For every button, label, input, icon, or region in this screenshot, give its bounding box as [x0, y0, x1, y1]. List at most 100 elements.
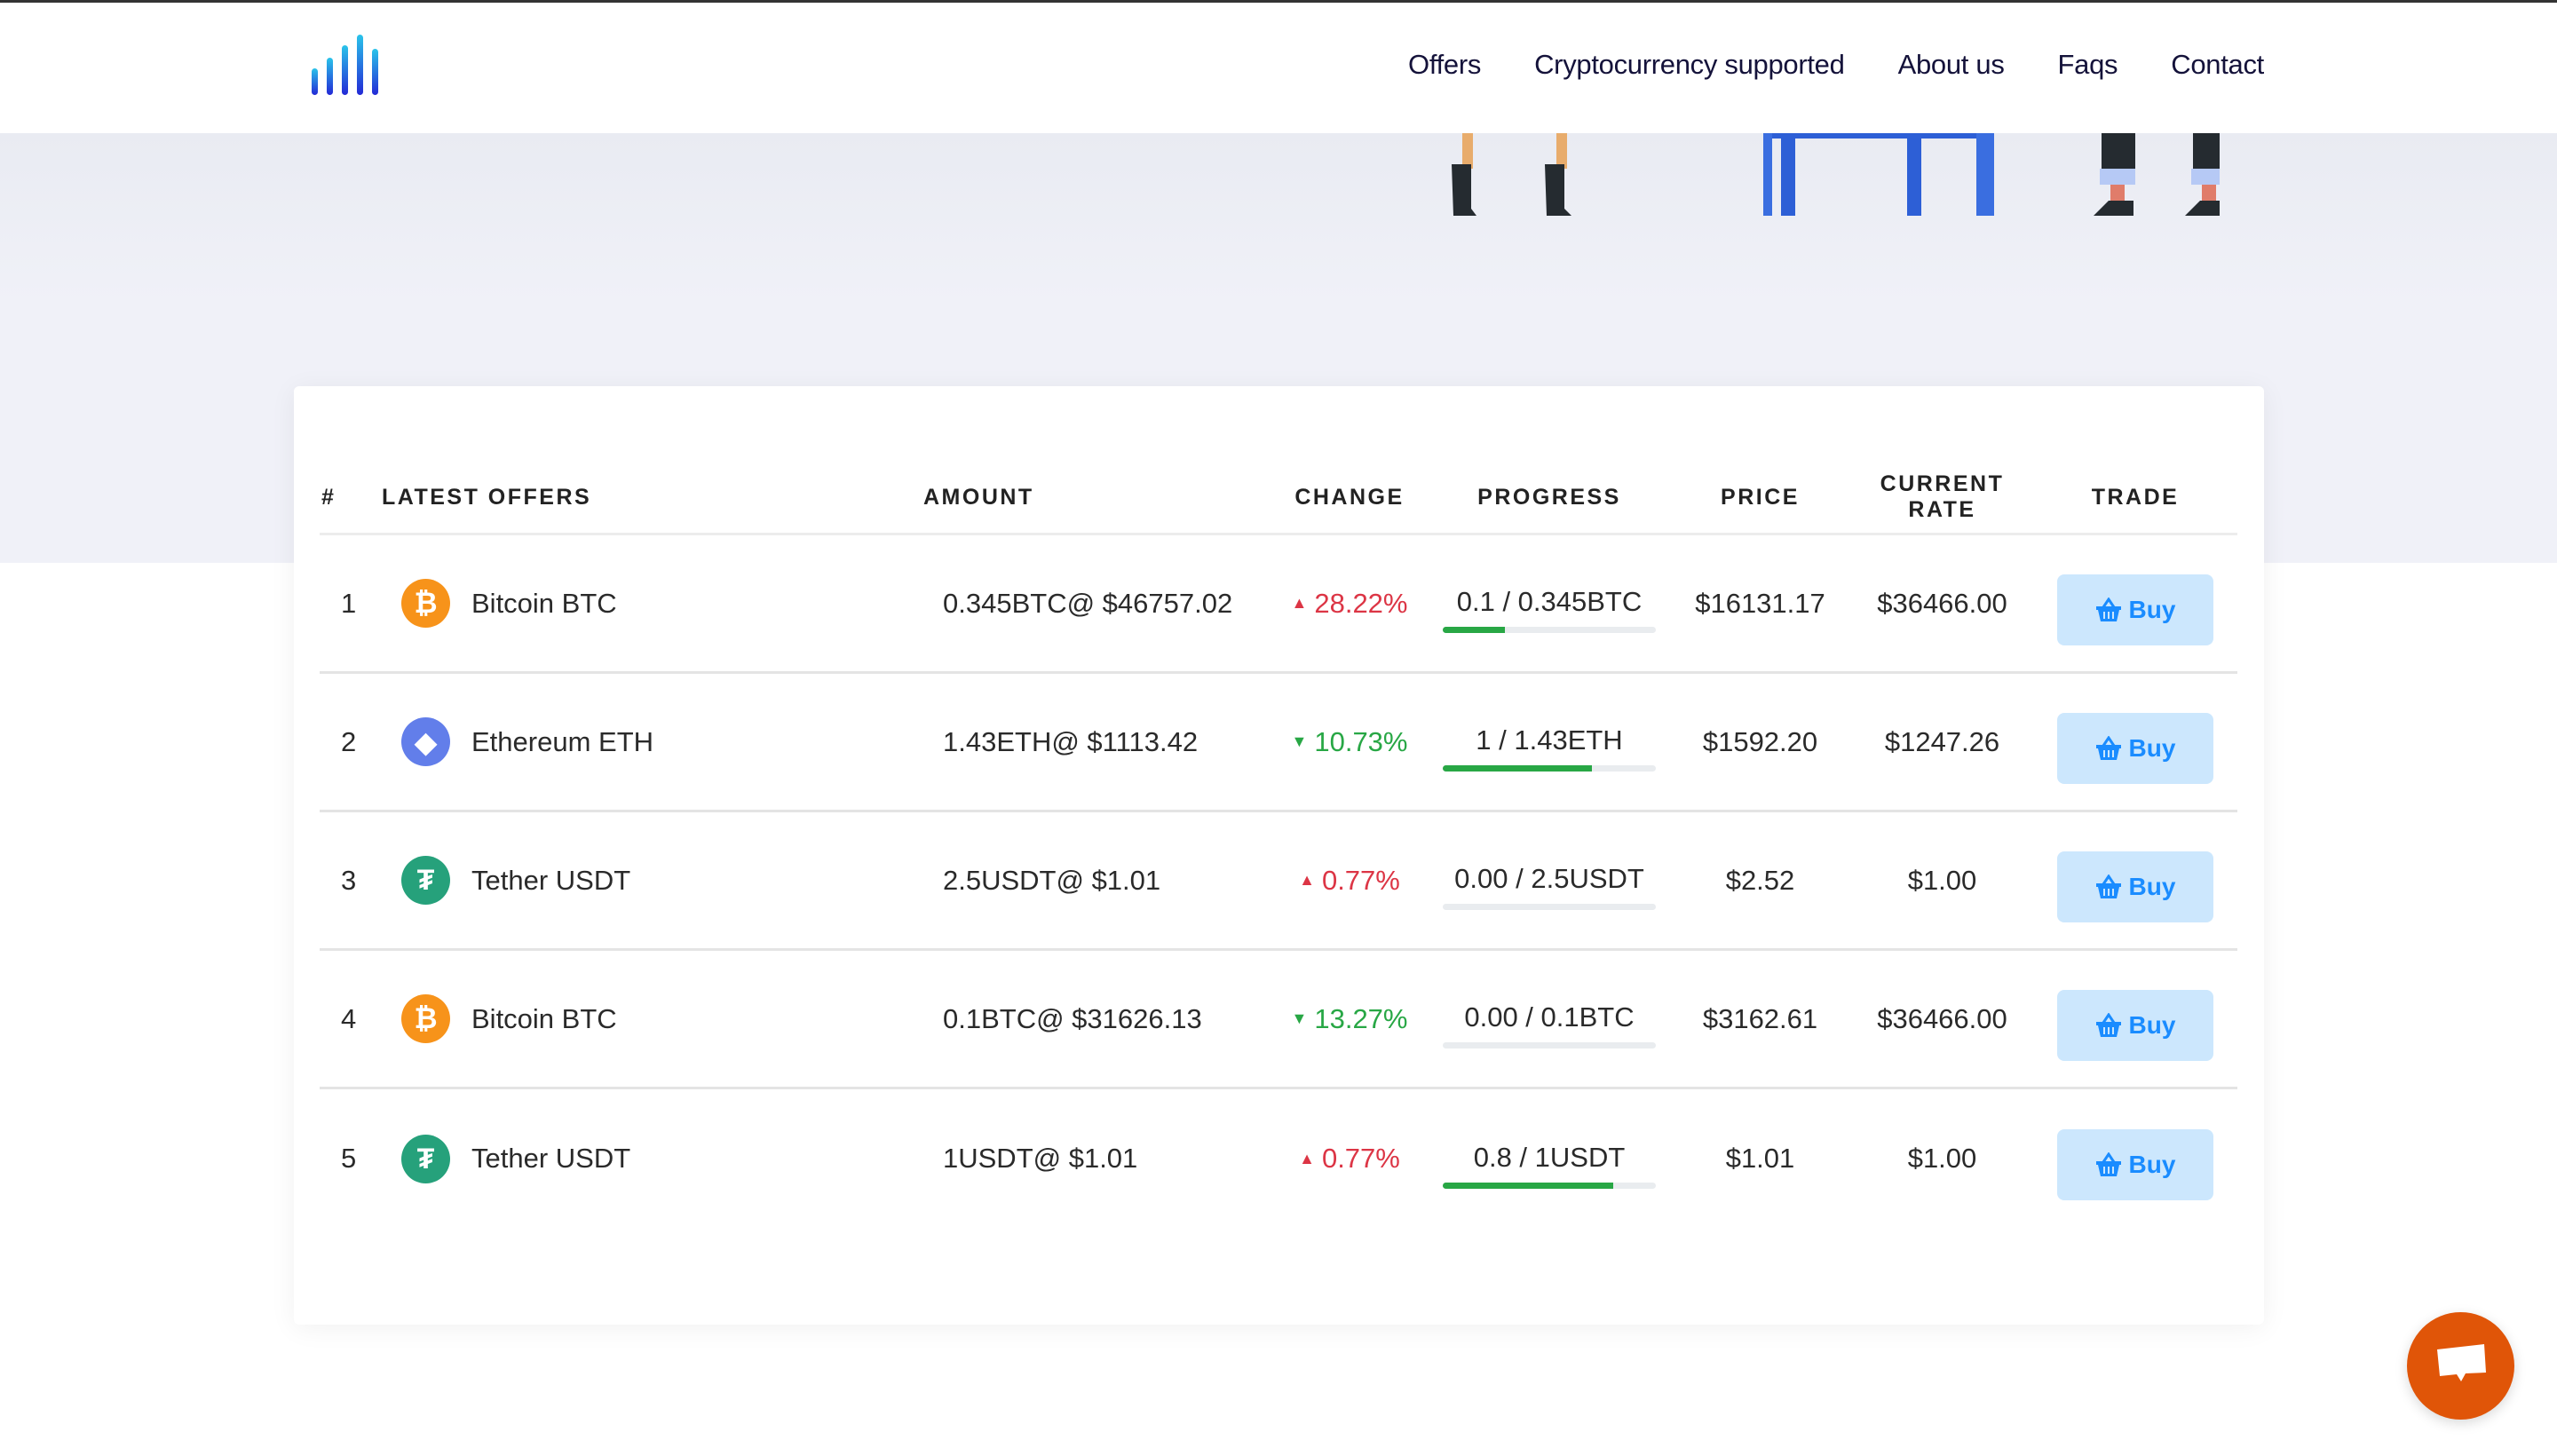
offer-price: $16131.17 [1695, 587, 1825, 619]
offer-current-rate: $36466.00 [1877, 1002, 2007, 1034]
change-value: 28.22% [1314, 587, 1408, 619]
hero-illustration [1452, 133, 2220, 216]
header-change: CHANGE [1294, 484, 1405, 510]
trade-cell: Buy [2033, 839, 2237, 922]
header-amount: AMOUNT [923, 484, 1034, 510]
offer-change: ▲ 0.77% [1270, 1143, 1429, 1175]
tether-icon: ₮ [401, 856, 450, 905]
row-number: 4 [341, 1002, 357, 1034]
offer-amount: 1USDT@ $1.01 [943, 1143, 1138, 1174]
offer-progress: 1 / 1.43ETH [1429, 712, 1669, 772]
offer-name-cell: ◆ Ethereum ETH [401, 717, 923, 766]
chat-bubble-icon [2436, 1343, 2486, 1381]
buy-button[interactable]: Buy [2057, 574, 2213, 645]
buy-button[interactable]: Buy [2057, 851, 2213, 922]
offer-name: Tether USDT [471, 1143, 631, 1174]
basket-icon [2095, 597, 2121, 621]
change-value: 10.73% [1314, 725, 1408, 757]
change-value: 13.27% [1314, 1002, 1408, 1034]
triangle-down-icon: ▼ [1291, 732, 1308, 750]
offer-amount: 1.43ETH@ $1113.42 [943, 725, 1199, 757]
row-number: 2 [341, 725, 357, 757]
basket-icon [2095, 874, 2121, 898]
table-row: 1 ₿ Bitcoin BTC 0.345BTC@ $46757.02 ▲ 28… [320, 535, 2237, 674]
nav-faqs[interactable]: Faqs [2057, 49, 2118, 80]
progress-bar [1443, 904, 1656, 910]
buy-button[interactable]: Buy [2057, 1129, 2213, 1200]
table-row: 4 ₿ Bitcoin BTC 0.1BTC@ $31626.13 ▼ 13.2… [320, 951, 2237, 1089]
bitcoin-icon: ₿ [401, 994, 450, 1043]
table-header: # LATEST OFFERS AMOUNT CHANGE PROGRESS P… [320, 462, 2237, 535]
table-row: 5 ₮ Tether USDT 1USDT@ $1.01 ▲ 0.77% 0.8… [320, 1089, 2237, 1228]
progress-bar [1443, 1042, 1656, 1048]
progress-text: 0.00 / 2.5USDT [1454, 863, 1644, 894]
progress-bar [1443, 1182, 1656, 1189]
change-value: 0.77% [1321, 1143, 1400, 1174]
header-latest-offers: LATEST OFFERS [382, 484, 592, 510]
triangle-down-icon: ▼ [1291, 1009, 1308, 1027]
row-number: 1 [341, 587, 357, 619]
logo-icon[interactable] [310, 35, 384, 97]
offer-name: Tether USDT [471, 864, 631, 896]
basket-icon [2095, 1012, 2121, 1037]
offer-name: Ethereum ETH [471, 725, 654, 757]
nav-cryptocurrency-supported[interactable]: Cryptocurrency supported [1534, 49, 1845, 80]
tether-icon: ₮ [401, 1134, 450, 1183]
offer-price: $1592.20 [1702, 725, 1818, 757]
offer-name: Bitcoin BTC [471, 587, 617, 619]
nav-about-us[interactable]: About us [1897, 49, 2005, 80]
offer-amount: 2.5USDT@ $1.01 [943, 864, 1161, 896]
offer-price: $2.52 [1725, 864, 1795, 896]
offers-table: # LATEST OFFERS AMOUNT CHANGE PROGRESS P… [320, 462, 2237, 1228]
offer-amount: 0.1BTC@ $31626.13 [943, 1002, 1202, 1034]
offer-current-rate: $1247.26 [1884, 725, 2000, 757]
offer-progress: 0.1 / 0.345BTC [1429, 574, 1669, 633]
trade-cell: Buy [2033, 977, 2237, 1061]
progress-fill [1443, 765, 1592, 772]
site-header: Offers Cryptocurrency supported About us… [0, 3, 2557, 133]
offer-progress: 0.00 / 2.5USDT [1429, 851, 1669, 910]
header-trade: TRADE [2091, 484, 2180, 510]
offers-card [294, 386, 2264, 1325]
change-value: 0.77% [1321, 864, 1400, 896]
buy-button[interactable]: Buy [2057, 989, 2213, 1061]
offer-current-rate: $36466.00 [1877, 587, 2007, 619]
progress-text: 0.8 / 1USDT [1473, 1141, 1626, 1173]
nav-contact[interactable]: Contact [2171, 49, 2264, 80]
header-progress: PROGRESS [1477, 484, 1621, 510]
buy-label: Buy [2128, 595, 2176, 623]
buy-label: Buy [2128, 872, 2176, 900]
offer-change: ▼ 10.73% [1270, 726, 1429, 758]
basket-icon [2095, 735, 2121, 760]
nav-offers[interactable]: Offers [1408, 49, 1482, 80]
row-number: 3 [341, 864, 357, 896]
triangle-up-icon: ▲ [1299, 871, 1315, 889]
offer-name-cell: ₮ Tether USDT [401, 856, 923, 905]
offer-name-cell: ₮ Tether USDT [401, 1134, 923, 1183]
triangle-up-icon: ▲ [1299, 1149, 1315, 1167]
table-row: 2 ◆ Ethereum ETH 1.43ETH@ $1113.42 ▼ 10.… [320, 674, 2237, 812]
progress-fill [1443, 1182, 1613, 1189]
chat-button[interactable] [2407, 1312, 2514, 1420]
offer-current-rate: $1.00 [1907, 1143, 1977, 1174]
header-price: PRICE [1721, 484, 1800, 510]
table-row: 3 ₮ Tether USDT 2.5USDT@ $1.01 ▲ 0.77% 0… [320, 812, 2237, 951]
offer-name-cell: ₿ Bitcoin BTC [401, 579, 923, 628]
progress-text: 1 / 1.43ETH [1476, 724, 1623, 756]
offer-change: ▲ 28.22% [1270, 588, 1429, 620]
offer-progress: 0.00 / 0.1BTC [1429, 989, 1669, 1048]
offer-name-cell: ₿ Bitcoin BTC [401, 994, 923, 1043]
triangle-up-icon: ▲ [1291, 594, 1308, 612]
progress-bar [1443, 765, 1656, 772]
top-border [0, 0, 2557, 3]
offer-price: $3162.61 [1702, 1002, 1818, 1034]
buy-button[interactable]: Buy [2057, 712, 2213, 784]
progress-bar [1443, 627, 1656, 633]
progress-text: 0.1 / 0.345BTC [1456, 586, 1643, 617]
offer-progress: 0.8 / 1USDT [1429, 1129, 1669, 1189]
trade-cell: Buy [2033, 1117, 2237, 1200]
buy-label: Buy [2128, 733, 2176, 762]
basket-icon [2095, 1152, 2121, 1176]
bitcoin-icon: ₿ [401, 579, 450, 628]
progress-fill [1443, 627, 1505, 633]
